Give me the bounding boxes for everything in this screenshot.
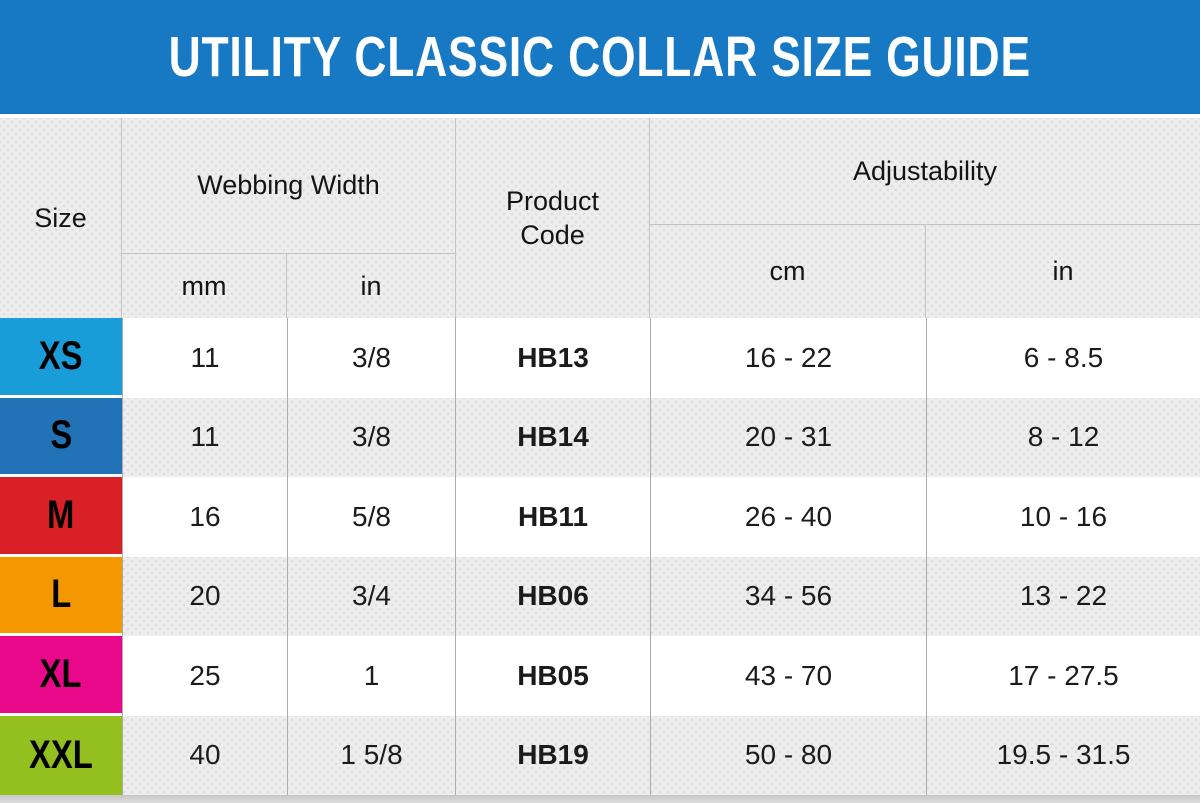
webbing-in-cell: 3/8 [287, 397, 455, 477]
unit-header-in: in [287, 254, 455, 318]
column-group-adjustability: Adjustability cm in [650, 118, 1200, 318]
in-label: in [360, 270, 382, 301]
webbing-width-label: Webbing Width [197, 170, 380, 200]
webbing-mm-cell: 11 [122, 318, 287, 398]
table-row: L 20 3/4 HB06 34 - 56 13 - 22 [0, 556, 1200, 636]
banner-divider [0, 114, 1200, 118]
size-cell: XS [0, 318, 122, 398]
adjustability-in-cell: 10 - 16 [926, 477, 1200, 557]
webbing-width-header: Webbing Width [122, 118, 455, 253]
webbing-mm-cell: 40 [122, 715, 287, 795]
webbing-mm-cell: 11 [122, 397, 287, 477]
table-row: S 11 3/8 HB14 20 - 31 8 - 12 [0, 397, 1200, 477]
size-value: M [47, 492, 75, 537]
webbing-mm-cell: 20 [122, 556, 287, 636]
adjustability-in-cell: 13 - 22 [926, 556, 1200, 636]
adjustability-in-cell: 8 - 12 [926, 397, 1200, 477]
adjustability-cm-cell: 20 - 31 [650, 397, 926, 477]
product-code-cell: HB06 [455, 556, 650, 636]
table-row: XS 11 3/8 HB13 16 - 22 6 - 8.5 [0, 318, 1200, 398]
size-value: XXL [29, 732, 93, 777]
adjustability-cm-cell: 43 - 70 [650, 636, 926, 716]
size-cell: S [0, 397, 122, 477]
column-header-size: Size [0, 118, 122, 318]
webbing-mm-cell: 16 [122, 477, 287, 557]
product-code-cell: HB19 [455, 715, 650, 795]
adjustability-cm-cell: 26 - 40 [650, 477, 926, 557]
adjustability-units-row: cm in [650, 224, 1200, 318]
cm-label: cm [769, 256, 806, 286]
product-code-cell: HB05 [455, 636, 650, 716]
bottom-border-strip [0, 795, 1200, 803]
webbing-in-cell: 5/8 [287, 477, 455, 557]
table-row: XXL 40 1 5/8 HB19 50 - 80 19.5 - 31.5 [0, 715, 1200, 795]
size-value: XL [40, 651, 82, 696]
unit-header-mm: mm [122, 254, 287, 318]
mm-label: mm [181, 270, 227, 301]
product-code-cell: HB11 [455, 477, 650, 557]
webbing-in-cell: 3/8 [287, 318, 455, 398]
adjustability-cm-cell: 50 - 80 [650, 715, 926, 795]
size-cell: L [0, 556, 122, 636]
unit-header-in: in [926, 225, 1200, 318]
webbing-in-cell: 1 [287, 636, 455, 716]
size-cell: XL [0, 636, 122, 716]
adjustability-label: Adjustability [852, 155, 998, 186]
column-header-product-code: Product Code [455, 118, 650, 318]
adjustability-in-cell: 17 - 27.5 [926, 636, 1200, 716]
size-header-label: Size [34, 202, 87, 233]
product-code-cell: HB14 [455, 397, 650, 477]
adjustability-header: Adjustability [650, 118, 1200, 224]
size-value: L [50, 572, 72, 617]
size-cell: M [0, 477, 122, 557]
webbing-mm-cell: 25 [122, 636, 287, 716]
table-row: XL 25 1 HB05 43 - 70 17 - 27.5 [0, 636, 1200, 716]
webbing-in-cell: 1 5/8 [287, 715, 455, 795]
in-label: in [1052, 256, 1074, 286]
webbing-width-units-row: mm in [122, 253, 455, 318]
column-group-webbing-width: Webbing Width mm in [122, 118, 455, 318]
table-body: XS 11 3/8 HB13 16 - 22 6 - 8.5 S 11 3/8 … [0, 318, 1200, 795]
adjustability-cm-cell: 34 - 56 [650, 556, 926, 636]
adjustability-in-cell: 6 - 8.5 [926, 318, 1200, 398]
product-code-cell: HB13 [455, 318, 650, 398]
unit-header-cm: cm [650, 225, 926, 318]
size-value: S [50, 413, 72, 458]
table-header: Size Webbing Width mm in Product Code Ad… [0, 118, 1200, 318]
title-banner: UTILITY CLASSIC COLLAR SIZE GUIDE [0, 0, 1200, 114]
product-code-label: Product Code [505, 186, 600, 250]
webbing-in-cell: 3/4 [287, 556, 455, 636]
size-cell: XXL [0, 715, 122, 795]
page-title: UTILITY CLASSIC COLLAR SIZE GUIDE [168, 25, 1032, 89]
table-row: M 16 5/8 HB11 26 - 40 10 - 16 [0, 477, 1200, 557]
adjustability-in-cell: 19.5 - 31.5 [926, 715, 1200, 795]
adjustability-cm-cell: 16 - 22 [650, 318, 926, 398]
size-value: XS [39, 333, 83, 378]
